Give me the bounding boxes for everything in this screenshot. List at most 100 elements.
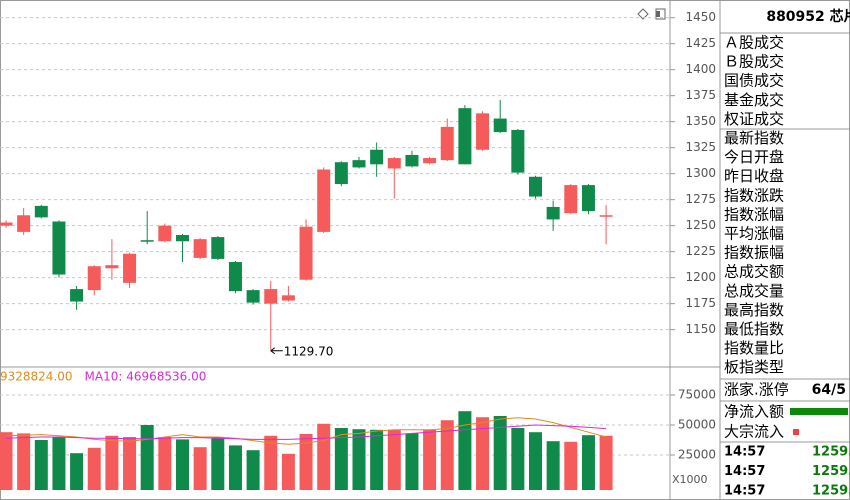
volume-bar	[176, 439, 189, 490]
field-label: 国债成交	[724, 72, 784, 90]
candle-body	[211, 237, 225, 259]
y-tick-label: 1425	[685, 36, 716, 50]
volume-bar	[405, 433, 419, 490]
y-tick-label: 1200	[685, 270, 716, 284]
candle-body	[158, 225, 172, 242]
inflow-bar	[790, 408, 848, 415]
volume-bar	[140, 424, 154, 490]
candle-body	[52, 221, 66, 275]
candle-body	[70, 289, 84, 302]
candle-body	[529, 176, 542, 197]
volume-bar	[228, 445, 242, 490]
volume-bar	[211, 436, 225, 490]
y-tick-label: 1150	[685, 322, 716, 336]
volume-bar	[317, 423, 331, 490]
field-label: 今日开盘	[724, 148, 784, 166]
candle-body	[352, 160, 366, 168]
field-label: 总成交量	[724, 282, 784, 300]
candle-body	[476, 113, 490, 150]
field-label: 总成交额	[724, 263, 784, 281]
candle-body	[423, 158, 437, 164]
ma-line	[5, 424, 607, 440]
volume-bar	[123, 436, 137, 490]
candle-body	[123, 253, 137, 283]
candle-body	[387, 158, 401, 169]
volume-bar	[158, 436, 172, 490]
candle-body	[264, 289, 278, 304]
y-tick-label: 1175	[685, 296, 716, 310]
y-tick-label: 75000	[678, 387, 716, 401]
candle-body	[0, 222, 13, 226]
field-label: 指数振幅	[724, 244, 784, 262]
volume-bar	[105, 435, 119, 490]
field-label: 指数量比	[724, 339, 784, 357]
icon	[656, 11, 660, 17]
tick-price: 1259.	[812, 445, 850, 460]
candle-body	[458, 108, 472, 165]
candle-body	[564, 185, 578, 214]
candle-body	[17, 215, 31, 232]
y-tick-label: 1225	[685, 244, 716, 258]
legend-entry: MA10: 46968536.00	[85, 370, 207, 384]
candle-body	[281, 295, 295, 301]
volume-bar	[387, 429, 401, 490]
field-label: 最新指数	[724, 129, 784, 147]
unit-label: X1000	[672, 473, 708, 486]
candle-body	[34, 205, 48, 218]
field-label: 指数涨幅	[724, 205, 784, 223]
field-label: 昨日收盘	[724, 167, 784, 185]
volume-bar	[264, 435, 278, 490]
tick-price: 1259.	[812, 484, 850, 499]
volume-bar	[52, 436, 66, 490]
volume-bar	[458, 411, 472, 490]
icon[interactable]	[637, 8, 649, 20]
tick-time: 14:57	[724, 445, 765, 460]
field-label: 权证成交	[724, 110, 784, 128]
candle-body	[140, 240, 154, 242]
ma-line	[5, 417, 607, 445]
tick-price: 1259.	[812, 464, 850, 479]
y-tick-label: 1375	[685, 88, 716, 102]
y-tick-label: 1300	[685, 166, 716, 180]
volume-bar	[352, 429, 366, 490]
tick-time: 14:57	[724, 484, 765, 499]
volume-bar	[493, 415, 507, 490]
legend-entry: 9328824.00	[0, 370, 73, 384]
candle-body	[370, 149, 384, 165]
y-tick-label: 1400	[685, 62, 716, 76]
field-label: 涨家.涨停	[724, 381, 789, 399]
candle-body	[105, 265, 119, 269]
volume-bar	[193, 447, 207, 490]
volume-bar	[440, 420, 454, 490]
volume-bar	[511, 427, 525, 490]
volume-bar	[476, 417, 490, 490]
y-tick-label: 1250	[685, 218, 716, 232]
volume-bar	[546, 441, 560, 490]
candle-body	[299, 226, 313, 280]
candle-body	[246, 290, 260, 303]
candle-body	[599, 215, 613, 217]
volume-bar	[581, 435, 595, 490]
y-tick-label: 25000	[678, 447, 716, 461]
field-label: 指数涨跌	[724, 186, 784, 204]
candle-body	[193, 239, 207, 258]
field-label: 大宗流入	[724, 423, 784, 441]
volume-bar	[529, 432, 542, 490]
tick-time: 14:57	[724, 464, 765, 479]
volume-bar	[564, 441, 578, 490]
candle-body	[581, 185, 595, 212]
y-tick-label: 1275	[685, 192, 716, 206]
volume-bar	[87, 447, 101, 490]
candle-body	[176, 235, 189, 242]
volume-bar	[17, 433, 31, 490]
field-label: Ａ股成交	[724, 34, 784, 52]
volume-bar	[281, 453, 295, 490]
field-label: 净流入额	[724, 403, 784, 421]
volume-bar	[0, 432, 13, 490]
volume-bar	[34, 439, 48, 490]
volume-bar	[299, 433, 313, 490]
candle-body	[405, 154, 419, 167]
annotation: 1129.70	[284, 344, 334, 358]
